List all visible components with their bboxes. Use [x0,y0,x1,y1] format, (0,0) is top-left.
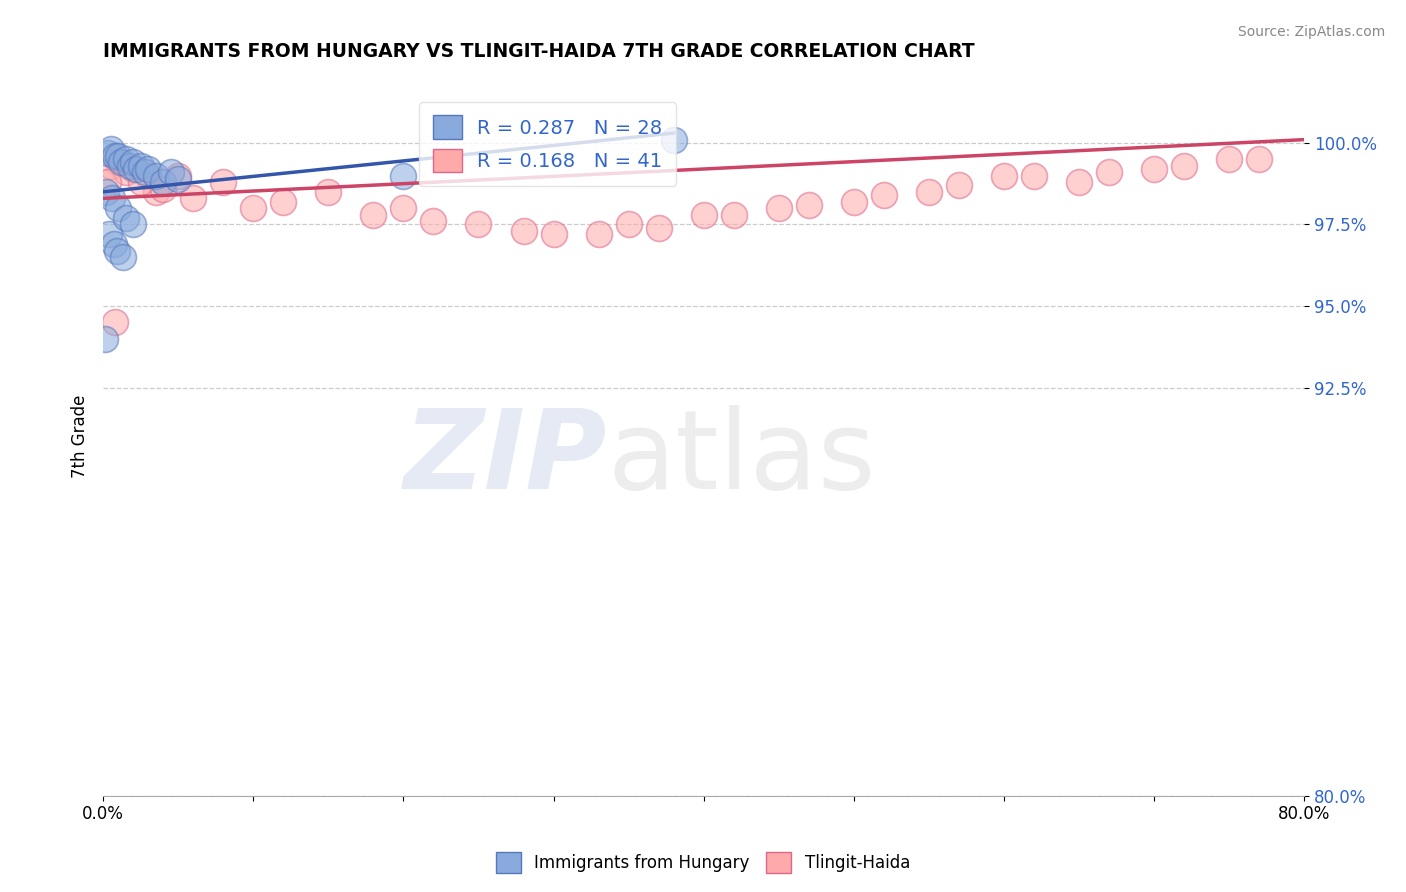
Point [107,155,129,169]
Point [1218,152,1240,166]
Point [1249,152,1271,166]
Point [1098,165,1121,179]
Point [692,208,714,222]
Point [422,214,444,228]
Point [110,155,132,169]
Point [145,169,167,183]
Point [103,237,125,252]
Point [104,149,127,163]
Point [392,201,415,215]
Point [111,250,134,264]
Point [114,211,136,225]
Point [467,218,489,232]
Point [122,161,145,176]
Point [181,191,204,205]
Point [94,185,117,199]
Text: Source: ZipAtlas.com: Source: ZipAtlas.com [1237,25,1385,39]
Point [105,244,128,258]
Point [1173,159,1195,173]
Point [768,201,790,215]
Point [100,159,122,173]
Point [212,175,235,189]
Point [100,142,122,156]
Legend: Immigrants from Hungary, Tlingit-Haida: Immigrants from Hungary, Tlingit-Haida [489,846,917,880]
Point [1022,169,1045,183]
Point [271,194,294,209]
Point [512,224,534,238]
Point [97,175,120,189]
Point [797,198,820,212]
Point [125,161,148,176]
Point [107,149,129,163]
Y-axis label: 7th Grade: 7th Grade [72,395,89,478]
Point [98,227,121,242]
Point [588,227,610,242]
Point [392,169,415,183]
Point [543,227,565,242]
Point [134,165,156,179]
Point [114,165,136,179]
Point [114,152,136,166]
Point [842,194,865,209]
Point [159,165,181,179]
Text: ZIP: ZIP [404,405,607,512]
Point [662,133,685,147]
Point [122,218,145,232]
Point [873,188,896,202]
Point [948,178,970,193]
Point [107,201,129,215]
Point [93,332,115,346]
Legend: R = 0.287   N = 28, R = 0.168   N = 41: R = 0.287 N = 28, R = 0.168 N = 41 [419,102,676,186]
Point [647,220,669,235]
Point [1143,161,1166,176]
Point [145,185,167,199]
Point [136,161,159,176]
Text: atlas: atlas [607,405,876,512]
Point [101,191,124,205]
Point [122,155,145,169]
Point [242,201,264,215]
Point [129,175,152,189]
Text: IMMIGRANTS FROM HUNGARY VS TLINGIT-HAIDA 7TH GRADE CORRELATION CHART: IMMIGRANTS FROM HUNGARY VS TLINGIT-HAIDA… [103,42,974,61]
Point [1067,175,1090,189]
Point [617,218,640,232]
Point [104,315,127,329]
Point [120,159,142,173]
Point [152,181,174,195]
Point [363,208,385,222]
Point [993,169,1015,183]
Point [918,185,941,199]
Point [152,175,174,189]
Point [167,169,190,183]
Point [167,171,190,186]
Point [129,159,152,173]
Point [318,185,340,199]
Point [97,145,120,160]
Point [723,208,745,222]
Point [136,169,159,183]
